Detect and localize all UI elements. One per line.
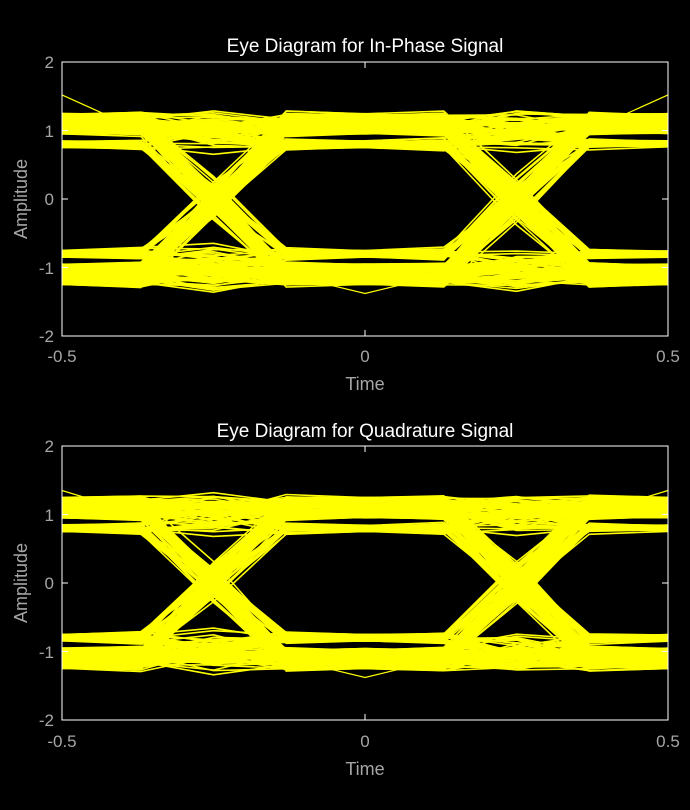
inphase-trace-group (61, 94, 669, 295)
inphase-eye-trace (61, 263, 669, 280)
quadrature-eye-trace (61, 501, 669, 529)
quadrature-xtick-label: 0 (360, 732, 369, 751)
quadrature-eye-trace (61, 502, 669, 661)
quadrature-eye-trace (61, 505, 669, 656)
inphase-eye-trace (61, 131, 669, 260)
quadrature-eye-trace (61, 510, 669, 662)
inphase-ytick-label: 0 (45, 190, 54, 209)
quadrature-y-axis-label: Amplitude (11, 543, 31, 623)
inphase-ytick-label: -2 (39, 327, 54, 346)
inphase-eye-trace (61, 143, 669, 268)
inphase-eye-panel: Eye Diagram for In-Phase Signal 2 1 0 -1… (11, 36, 680, 394)
quadrature-outlier-trace (516, 489, 669, 584)
quadrature-eye-trace (61, 501, 669, 530)
quadrature-eye-panel: Eye Diagram for Quadrature Signal 2 1 0 … (11, 421, 680, 779)
quadrature-eye-trace (62, 497, 669, 665)
quadrature-ytick-label: -1 (39, 643, 54, 662)
quadrature-eye-trace (61, 498, 669, 662)
quadrature-eye-trace (61, 507, 669, 640)
quadrature-ytick-label: 2 (45, 437, 54, 456)
inphase-ytick-label: -1 (39, 259, 54, 278)
inphase-eye-trace (61, 116, 669, 257)
inphase-eye-trace (61, 117, 669, 137)
quadrature-eye-trace (61, 507, 669, 650)
inphase-eye-trace (61, 130, 669, 283)
inphase-eye-trace (61, 115, 669, 278)
inphase-outlier-trace (516, 94, 669, 200)
quadrature-eye-trace (61, 498, 669, 638)
quadrature-eye-trace (61, 494, 669, 658)
inphase-y-axis-label: Amplitude (11, 159, 31, 239)
quadrature-eye-trace (61, 505, 669, 654)
inphase-eye-trace (61, 121, 669, 266)
quadrature-xtick-label: -0.5 (47, 732, 76, 751)
quadrature-plot-area (62, 446, 668, 720)
quadrature-eye-trace (61, 501, 669, 644)
quadrature-ytick-label: -2 (39, 711, 54, 730)
inphase-eye-trace (61, 119, 669, 134)
quadrature-eye-trace (61, 525, 669, 668)
inphase-plot-area (62, 62, 668, 336)
inphase-eye-trace (61, 125, 669, 280)
inphase-xtick-label: 0 (360, 347, 369, 366)
quadrature-trace-group (61, 489, 669, 679)
inphase-eye-trace (61, 253, 669, 269)
inphase-x-axis-label: Time (345, 374, 384, 394)
inphase-chart-title: Eye Diagram for In-Phase Signal (227, 36, 504, 57)
quadrature-eye-trace (62, 496, 669, 668)
quadrature-outlier-trace (61, 489, 214, 584)
quadrature-ytick-label: 1 (45, 506, 54, 525)
quadrature-x-axis-label: Time (345, 759, 384, 779)
inphase-eye-trace (61, 112, 669, 278)
inphase-eye-trace (61, 116, 669, 285)
inphase-outlier-trace (286, 273, 444, 295)
quadrature-tick-marks (61, 445, 669, 721)
inphase-eye-trace (61, 141, 669, 275)
quadrature-ytick-label: 0 (45, 574, 54, 593)
inphase-eye-trace (61, 131, 669, 271)
quadrature-eye-trace (61, 527, 669, 663)
inphase-eye-trace (61, 117, 669, 277)
inphase-tick-marks (61, 61, 669, 337)
quadrature-eye-trace (61, 513, 669, 664)
inphase-ytick-label: 1 (45, 122, 54, 141)
inphase-xtick-label: -0.5 (47, 347, 76, 366)
quadrature-eye-trace (61, 647, 669, 665)
quadrature-eye-trace (61, 505, 669, 671)
inphase-ytick-label: 2 (45, 53, 54, 72)
quadrature-chart-title: Eye Diagram for Quadrature Signal (217, 421, 514, 442)
quadrature-outlier-trace (286, 657, 444, 679)
quadrature-xtick-label: 0.5 (656, 732, 680, 751)
inphase-xtick-label: 0.5 (656, 347, 680, 366)
quadrature-eye-trace (61, 649, 669, 673)
inphase-outlier-trace (61, 94, 214, 200)
